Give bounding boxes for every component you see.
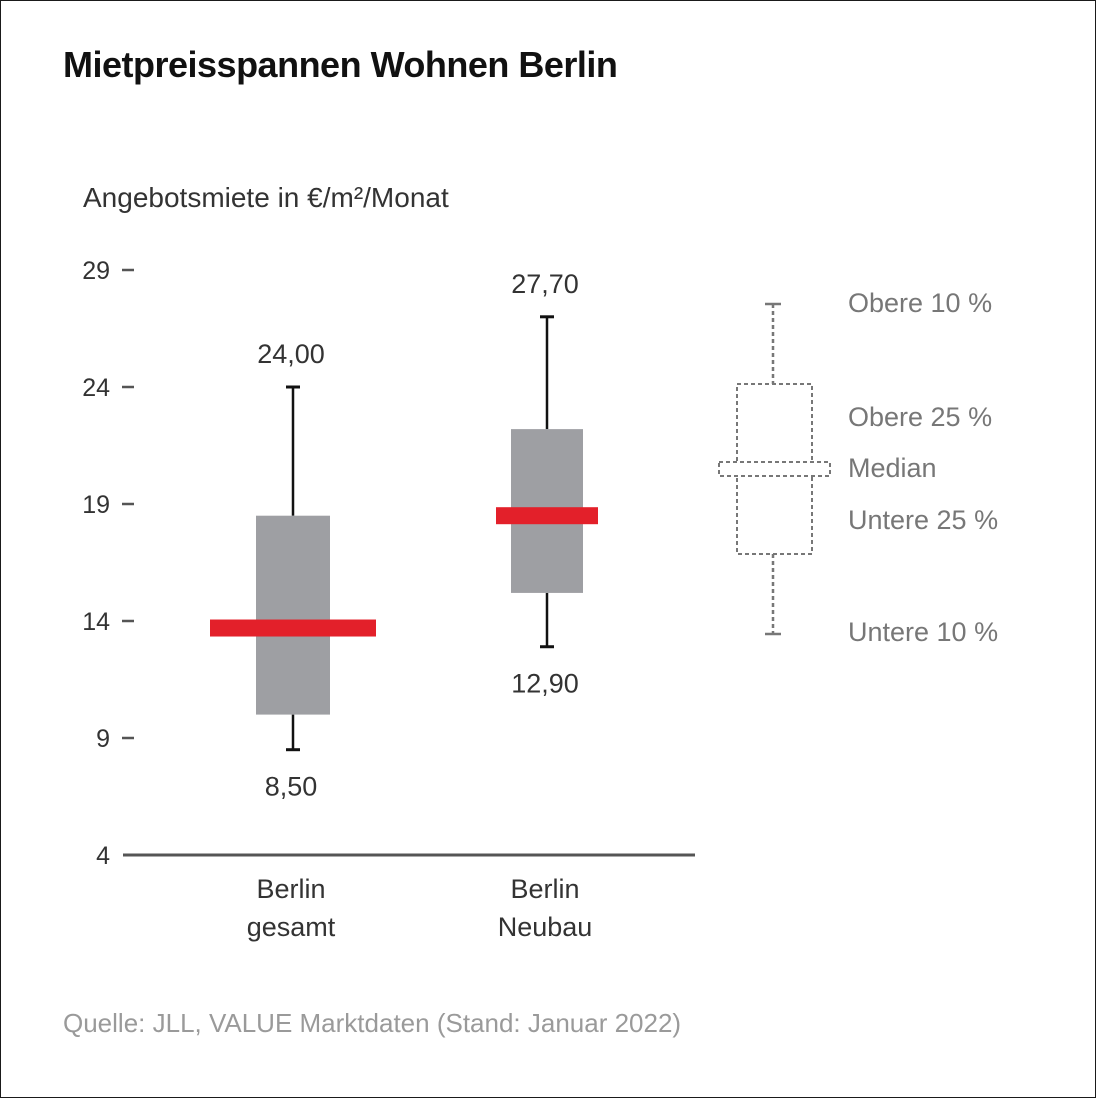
median-bar [210, 619, 376, 637]
legend-item-label: Obere 25 % [848, 402, 992, 432]
legend-item-label: Obere 10 % [848, 288, 992, 318]
category-label: Neubau [498, 912, 593, 942]
y-tick-label: 19 [82, 491, 110, 519]
y-axis-label: Angebotsmiete in €/m²/Monat [83, 182, 449, 213]
label-upper-value: 24,00 [257, 339, 325, 369]
label-upper-value: 27,70 [511, 269, 579, 299]
chart-title: Mietpreisspannen Wohnen Berlin [63, 44, 618, 85]
legend-item-label: Median [848, 453, 937, 483]
y-tick-label: 29 [82, 257, 110, 285]
legend-box [736, 383, 813, 555]
y-tick-label: 4 [96, 842, 110, 870]
legend-item-label: Untere 10 % [848, 617, 998, 647]
box-iqr [256, 515, 330, 715]
legend-item-label: Untere 25 % [848, 505, 998, 535]
category-label: Berlin [256, 874, 325, 904]
y-tick-label: 9 [96, 725, 110, 753]
y-tick-label: 14 [82, 608, 110, 636]
y-tick-label: 24 [82, 374, 110, 402]
source-note: Quelle: JLL, VALUE Marktdaten (Stand: Ja… [63, 1008, 682, 1038]
legend-median [718, 461, 831, 477]
category-label: Berlin [510, 874, 579, 904]
median-bar [496, 507, 598, 525]
label-lower-value: 8,50 [265, 772, 318, 802]
category-label: gesamt [247, 912, 336, 942]
label-lower-value: 12,90 [511, 669, 579, 699]
